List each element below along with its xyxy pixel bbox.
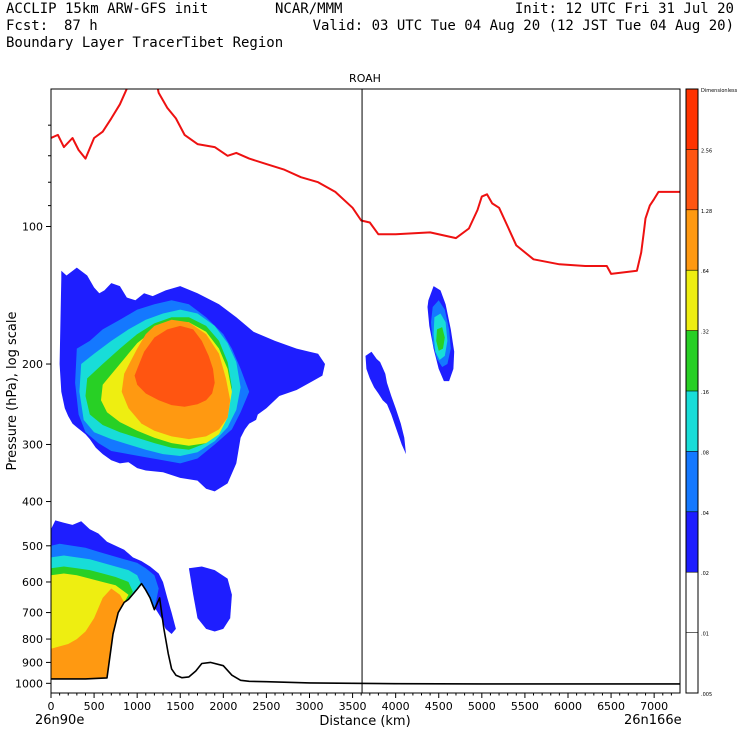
x-axis: 0 500 1000 1500 2000 2500 3000 3500 4000 4500 5000…	[48, 693, 672, 713]
model-title: ACCLIP 15km ARW-GFS init	[6, 1, 209, 17]
tracer-region-18	[51, 588, 125, 679]
chart-title: ROAH	[349, 72, 381, 85]
colorbar-label: .16	[701, 390, 709, 396]
tracer-region-6	[134, 325, 215, 407]
colorbar-band-5	[686, 330, 698, 391]
y-tick-label-500: 500	[22, 540, 43, 553]
colorbar-band-9	[686, 89, 698, 150]
tracer-contours	[51, 267, 455, 679]
org-label: NCAR/MMM	[275, 1, 343, 17]
tracer-region-7	[365, 351, 406, 455]
colorbar-band-0	[686, 632, 698, 693]
colorbar-label: .01	[701, 632, 709, 638]
colorbar-label: .04	[701, 511, 709, 517]
x-tick-label-500: 500	[84, 700, 105, 713]
x-tick-label-0: 0	[48, 700, 55, 713]
tracer-region-12	[188, 566, 232, 632]
x-tick-label-6500: 6500	[597, 700, 625, 713]
x-tick-label-3000: 3000	[295, 700, 323, 713]
x-tick-label-6000: 6000	[554, 700, 582, 713]
y-tick-label-400: 400	[22, 496, 43, 509]
x-tick-label-4000: 4000	[382, 700, 410, 713]
colorbar-band-2	[686, 511, 698, 573]
y-tick-label-1000: 1000	[15, 677, 43, 690]
colorbar-unit-label: Dimensionless	[701, 88, 738, 94]
x-tick-label-1500: 1500	[166, 700, 194, 713]
x-tick-label-4500: 4500	[425, 700, 453, 713]
x-end-label: 26n166e	[624, 713, 682, 728]
tropopause-line	[51, 89, 680, 275]
x-tick-label-2000: 2000	[209, 700, 237, 713]
colorbar-label: .02	[701, 571, 709, 577]
x-tick-label-2500: 2500	[252, 700, 280, 713]
y-tick-label-900: 900	[22, 656, 43, 669]
colorbar-label: .005	[701, 692, 712, 698]
plot-frame	[50, 88, 681, 694]
color-scale: Dimensionless 2.56 1.28 .64 .32 .16 .08 .04 .02.…	[685, 88, 738, 698]
forecast-hour: 87 h	[64, 18, 98, 34]
y-axis-label: Pressure (hPa), log scale	[5, 312, 20, 471]
chart-lines	[51, 89, 680, 693]
colorbar-label: .64	[701, 269, 709, 275]
y-tick-label-300: 300	[22, 438, 43, 451]
y-tick-label-200: 200	[22, 358, 43, 371]
colorbar-label: 1.28	[701, 209, 712, 215]
y-tick-label-700: 700	[22, 607, 43, 620]
x-tick-label-3500: 3500	[339, 700, 367, 713]
x-tick-label-1000: 1000	[123, 700, 151, 713]
x-start-label: 26n90e	[35, 713, 84, 728]
colorbar-label: .08	[701, 450, 709, 456]
colorbar-band-7	[686, 209, 698, 271]
forecast-label: Fcst:	[6, 18, 49, 34]
region-name: Tibet Region	[182, 35, 284, 51]
init-time: Init: 12 UTC Fri 31 Jul 20	[514, 1, 734, 17]
y-tick-label-800: 800	[22, 633, 43, 646]
valid-time: Valid: 03 UTC Tue 04 Aug 20 (12 JST Tue …	[312, 18, 734, 34]
colorbar-band-4	[686, 391, 698, 452]
product-name: Boundary Layer Tracer	[6, 35, 184, 51]
x-tick-label-7000: 7000	[640, 700, 668, 713]
x-axis-label: Distance (km)	[319, 714, 410, 729]
y-tick-label-100: 100	[22, 221, 43, 234]
colorbar-band-6	[686, 270, 698, 331]
colorbar-band-3	[686, 451, 698, 512]
x-tick-label-5500: 5500	[511, 700, 539, 713]
colorbar-band-1	[686, 572, 698, 633]
y-axis: 100 200 300 400 500 600 700 800 900 1000	[15, 124, 51, 690]
colorbar-band-8	[686, 149, 698, 210]
tracer-region-11	[436, 327, 445, 351]
y-tick-label-600: 600	[22, 576, 43, 589]
x-tick-label-5000: 5000	[468, 700, 496, 713]
terrain-line	[51, 582, 680, 685]
colorbar-label: .32	[701, 330, 709, 336]
colorbar-label: 2.56	[701, 148, 712, 154]
